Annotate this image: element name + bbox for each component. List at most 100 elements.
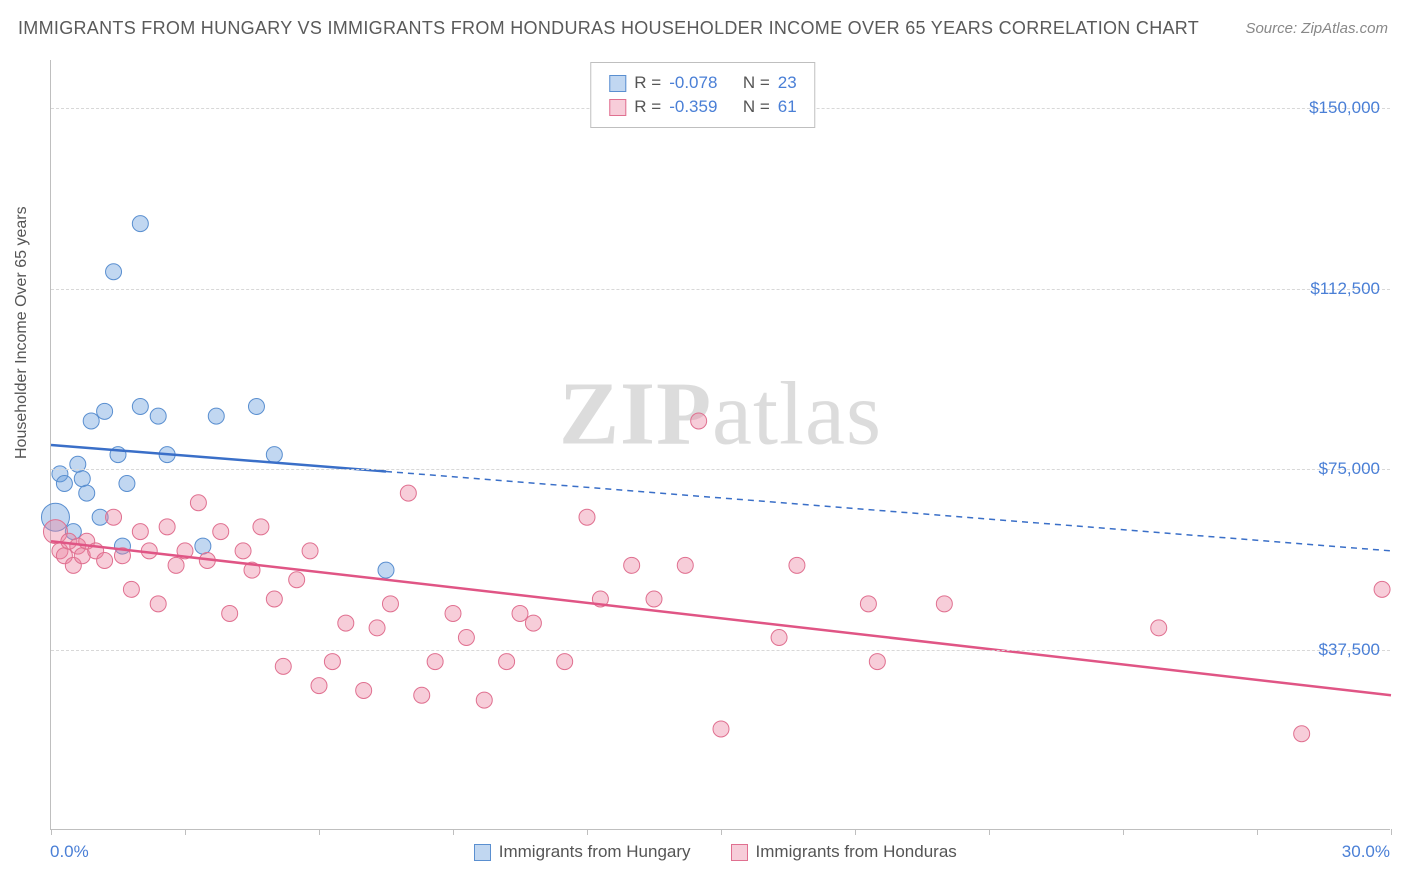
data-point (119, 476, 135, 492)
data-point (476, 692, 492, 708)
data-point (414, 687, 430, 703)
legend-swatch (474, 844, 491, 861)
data-point (624, 557, 640, 573)
data-point (646, 591, 662, 607)
data-point (83, 413, 99, 429)
gridline (51, 650, 1390, 651)
data-point (713, 721, 729, 737)
x-tick (721, 829, 722, 835)
data-point (356, 682, 372, 698)
data-point (253, 519, 269, 535)
gridline (51, 469, 1390, 470)
data-point (936, 596, 952, 612)
data-point (79, 485, 95, 501)
data-point (427, 654, 443, 670)
data-point (74, 471, 90, 487)
x-tick (453, 829, 454, 835)
data-point (106, 264, 122, 280)
x-tick (1257, 829, 1258, 835)
data-point (445, 605, 461, 621)
scatter-svg (51, 60, 1390, 829)
chart-title: IMMIGRANTS FROM HUNGARY VS IMMIGRANTS FR… (18, 18, 1199, 39)
data-point (400, 485, 416, 501)
data-point (222, 605, 238, 621)
data-point (869, 654, 885, 670)
data-point (677, 557, 693, 573)
data-point (1151, 620, 1167, 636)
y-tick-label: $37,500 (1319, 640, 1380, 660)
series-name: Immigrants from Honduras (756, 842, 957, 862)
legend-row: R = -0.078 N = 23 (609, 71, 796, 95)
data-point (691, 413, 707, 429)
data-point (150, 596, 166, 612)
y-tick-label: $112,500 (1310, 279, 1380, 299)
data-point (771, 630, 787, 646)
data-point (266, 447, 282, 463)
data-point (382, 596, 398, 612)
series-legend-item: Immigrants from Honduras (731, 842, 957, 862)
data-point (159, 519, 175, 535)
series-name: Immigrants from Hungary (499, 842, 691, 862)
data-point (557, 654, 573, 670)
data-point (860, 596, 876, 612)
data-point (248, 399, 264, 415)
y-tick-label: $150,000 (1309, 98, 1380, 118)
data-point (1294, 726, 1310, 742)
data-point (56, 476, 72, 492)
x-tick (587, 829, 588, 835)
x-tick (1123, 829, 1124, 835)
data-point (789, 557, 805, 573)
x-axis-footer: 0.0% Immigrants from HungaryImmigrants f… (50, 842, 1390, 862)
data-point (235, 543, 251, 559)
y-tick-label: $75,000 (1319, 459, 1380, 479)
data-point (338, 615, 354, 631)
data-point (499, 654, 515, 670)
data-point (150, 408, 166, 424)
gridline (51, 289, 1390, 290)
chart-plot-area: ZIPatlas $37,500$75,000$112,500$150,000 (50, 60, 1390, 830)
data-point (266, 591, 282, 607)
series-legend: Immigrants from Hungary Immigrants from H… (474, 842, 957, 862)
data-point (132, 524, 148, 540)
data-point (190, 495, 206, 511)
x-tick (989, 829, 990, 835)
x-tick (1391, 829, 1392, 835)
x-axis-min: 0.0% (50, 842, 89, 862)
legend-swatch (609, 99, 626, 116)
trend-line-dashed (386, 471, 1391, 550)
legend-row: R = -0.359 N = 61 (609, 95, 796, 119)
data-point (311, 678, 327, 694)
legend-swatch (731, 844, 748, 861)
data-point (512, 605, 528, 621)
data-point (458, 630, 474, 646)
source-attribution: Source: ZipAtlas.com (1245, 20, 1388, 37)
data-point (213, 524, 229, 540)
x-tick (319, 829, 320, 835)
data-point (275, 658, 291, 674)
data-point (168, 557, 184, 573)
data-point (97, 403, 113, 419)
correlation-legend: R = -0.078 N = 23R = -0.359 N = 61 (590, 62, 815, 128)
series-legend-item: Immigrants from Hungary (474, 842, 691, 862)
data-point (369, 620, 385, 636)
data-point (195, 538, 211, 554)
data-point (106, 509, 122, 525)
data-point (302, 543, 318, 559)
data-point (289, 572, 305, 588)
x-tick (51, 829, 52, 835)
x-tick (185, 829, 186, 835)
data-point (132, 399, 148, 415)
y-axis-title: Householder Income Over 65 years (13, 206, 31, 459)
trend-line-solid (51, 541, 1391, 695)
x-axis-max: 30.0% (1342, 842, 1390, 862)
data-point (132, 216, 148, 232)
data-point (97, 553, 113, 569)
data-point (378, 562, 394, 578)
data-point (123, 581, 139, 597)
legend-swatch (609, 75, 626, 92)
data-point (1374, 581, 1390, 597)
trend-line-solid (51, 445, 386, 471)
data-point (525, 615, 541, 631)
data-point (324, 654, 340, 670)
data-point (579, 509, 595, 525)
